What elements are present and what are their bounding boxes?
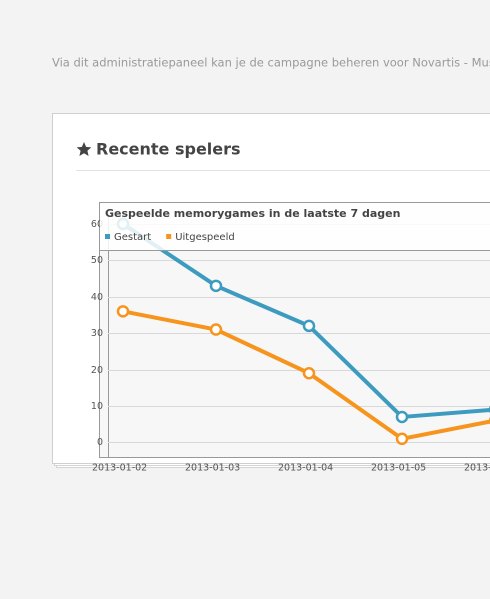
y-tick-label: 40: [91, 292, 103, 303]
y-tick-label: 30: [91, 328, 103, 339]
data-point: [116, 305, 130, 318]
chart-title: Gespeelde memorygames in de laatste 7 da…: [105, 207, 400, 220]
data-point: [302, 366, 316, 380]
data-point: [209, 323, 223, 336]
data-point: [395, 410, 409, 424]
data-point: [302, 319, 316, 333]
chart-header: [100, 203, 490, 250]
y-tick-label: 20: [91, 365, 103, 376]
y-tick-label: 0: [97, 437, 103, 448]
legend-swatch: [105, 234, 110, 239]
x-tick-label: 2013-01-02: [92, 463, 147, 474]
y-tick-label: 10: [91, 401, 103, 412]
legend: Gestart Uitgespeeld: [105, 232, 235, 243]
legend-label: Uitgespeeld: [175, 232, 235, 243]
intro-text: Via dit administratiepaneel kan je de ca…: [52, 56, 490, 70]
legend-label: Gestart: [114, 232, 151, 243]
x-tick-label: 2013-01-03: [185, 463, 240, 474]
x-tick-label: 2013-01-04: [278, 463, 333, 474]
star-icon: [76, 142, 92, 156]
x-tick-label: 2013-0: [464, 463, 490, 474]
y-tick-label: 60: [91, 219, 103, 230]
legend-swatch: [166, 234, 172, 239]
y-tick-label: 50: [91, 255, 103, 266]
panel-title: Recente spelers: [96, 140, 241, 159]
x-tick-label: 2013-01-05: [371, 463, 426, 474]
data-point: [395, 432, 409, 446]
data-point: [209, 279, 223, 293]
